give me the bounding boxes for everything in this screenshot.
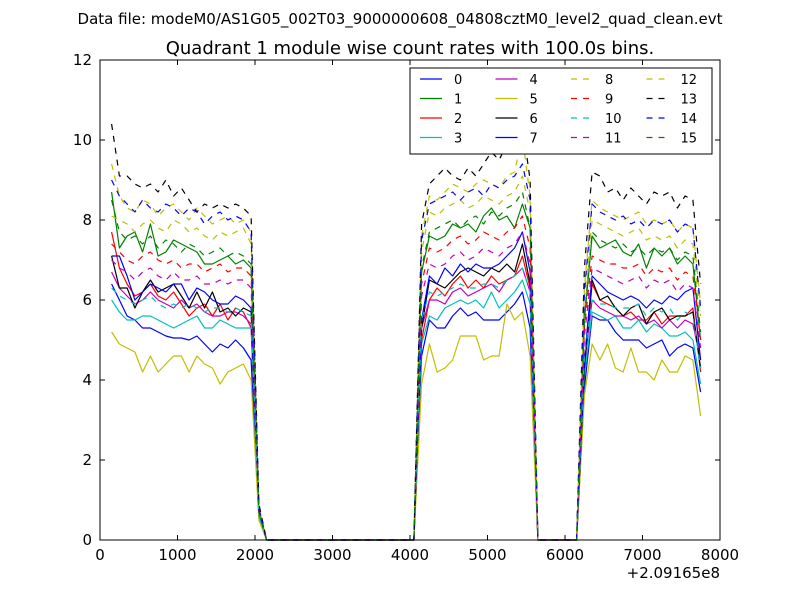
y-tick-label: 10 [73, 131, 92, 149]
legend-label-3: 3 [454, 132, 462, 147]
y-tick-label: 4 [82, 371, 92, 389]
legend-label-5: 5 [530, 93, 538, 108]
y-tick-label: 8 [82, 211, 92, 229]
y-tick-label: 6 [82, 291, 92, 309]
x-tick-label: 3000 [313, 546, 351, 564]
legend-label-15: 15 [681, 132, 698, 147]
legend-label-0: 0 [454, 73, 462, 88]
figure-suptitle: Data file: modeM0/AS1G05_002T03_90000006… [78, 10, 723, 29]
series-line-10 [111, 267, 702, 541]
legend-label-13: 13 [681, 93, 698, 108]
legend-label-6: 6 [530, 112, 538, 127]
x-tick-label: 1000 [158, 546, 196, 564]
legend-label-7: 7 [530, 132, 538, 147]
x-tick-label: 2000 [236, 546, 274, 564]
y-tick-label: 2 [82, 451, 92, 469]
x-tick-label: 8000 [701, 546, 739, 564]
legend-label-12: 12 [681, 73, 698, 88]
legend-label-1: 1 [454, 93, 462, 108]
legend-frame [409, 67, 713, 155]
legend-label-14: 14 [681, 112, 698, 127]
x-tick-label: 0 [95, 546, 105, 564]
legend-label-2: 2 [454, 112, 462, 127]
y-tick-label: 0 [82, 531, 92, 549]
x-tick-label: 7000 [623, 546, 661, 564]
legend-label-8: 8 [605, 73, 613, 88]
x-tick-label: 4000 [391, 546, 429, 564]
plot-frame [99, 59, 721, 541]
x-tick-label: 5000 [468, 546, 506, 564]
legend-label-4: 4 [530, 73, 538, 88]
y-tick-label: 12 [73, 51, 92, 69]
legend-label-11: 11 [605, 132, 622, 147]
legend-label-9: 9 [605, 93, 613, 108]
series-line-13 [111, 123, 702, 541]
axis-ticks: 0 1000 2000 3000 4000 5000 6000 7000 80000246810… [73, 51, 739, 564]
chart-title: Quadrant 1 module wise count rates with … [166, 38, 655, 59]
x-offset-label: +2.09165e8 [627, 564, 720, 582]
legend-label-10: 10 [605, 112, 622, 127]
x-tick-label: 6000 [546, 546, 584, 564]
